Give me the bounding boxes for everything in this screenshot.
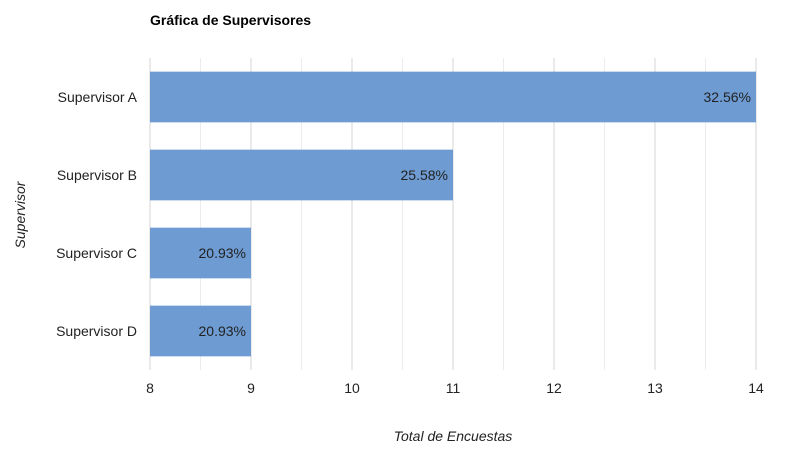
bar-supervisor-a: [150, 71, 756, 123]
labels: 8 9 10 11 12 13 14 Supervisor A 32.56% Supervisor…: [56, 89, 764, 396]
category-label: Supervisor B: [57, 167, 137, 183]
bar-supervisor-c: [150, 227, 251, 279]
category-label: Supervisor D: [56, 323, 137, 339]
bars: [150, 71, 756, 357]
x-axis-label: Total de Encuestas: [393, 428, 513, 444]
x-tick-label: 13: [647, 380, 663, 396]
x-tick-label: 12: [546, 380, 562, 396]
data-label: 32.56%: [704, 89, 751, 105]
x-tick-label: 10: [344, 380, 360, 396]
data-label: 20.93%: [199, 323, 246, 339]
category-label: Supervisor A: [58, 89, 138, 105]
bar-supervisor-d: [150, 305, 251, 357]
x-tick-label: 8: [146, 380, 154, 396]
bar-supervisor-b: [150, 149, 453, 201]
chart-title: Gráfica de Supervisores: [150, 12, 312, 28]
data-label: 25.58%: [401, 167, 448, 183]
x-tick-label: 9: [247, 380, 255, 396]
x-tick-label: 14: [748, 380, 764, 396]
data-label: 20.93%: [199, 245, 246, 261]
category-label: Supervisor C: [56, 245, 137, 261]
x-tick-label: 11: [446, 380, 461, 396]
